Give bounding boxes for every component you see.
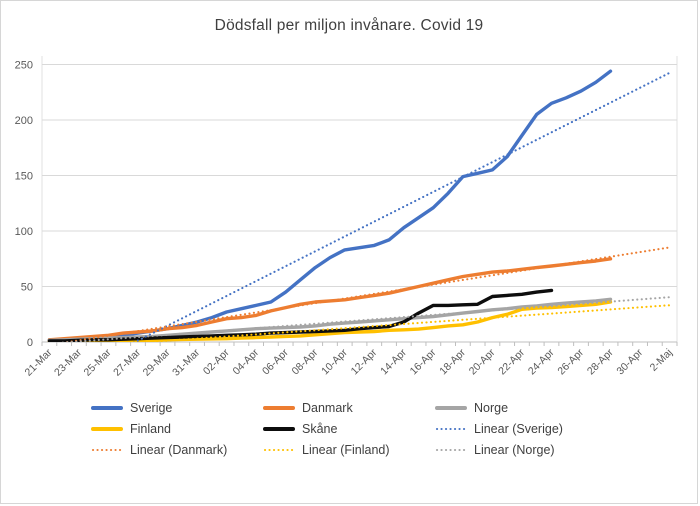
series-line-finland [47, 300, 613, 342]
y-axis-label-100: 100 [15, 226, 33, 238]
legend-label: Danmark [302, 401, 353, 415]
trendline-sverige [132, 71, 671, 342]
legend-item-linear-sverige: Linear (Sverige) [435, 422, 607, 436]
x-axis-label: 28-Apr [585, 346, 616, 377]
x-axis-label: 22-Apr [496, 346, 527, 377]
legend-marker-solid [263, 406, 295, 410]
legend-item-sk-ne: Skåne [263, 422, 435, 436]
x-axis-label: 18-Apr [437, 346, 468, 377]
y-axis-label-200: 200 [15, 115, 33, 127]
legend-marker-dotted [91, 448, 123, 452]
y-axis-label-50: 50 [21, 282, 33, 294]
legend-marker-dotted [435, 427, 467, 431]
x-axis-label: 14-Apr [378, 346, 409, 377]
chart-legend: Sverige Danmark Norge Finland Skåne Linear (S… [1, 401, 697, 457]
legend-label: Skåne [302, 422, 338, 436]
legend-label: Linear (Norge) [474, 443, 555, 457]
legend-row: Sverige Danmark Norge [91, 401, 607, 415]
trendline-finland [133, 304, 671, 342]
legend-row: Finland Skåne Linear (Sverige) [91, 422, 607, 436]
x-axis-label: 2-Maj [648, 347, 675, 374]
x-axis-label: 08-Apr [290, 346, 321, 377]
x-axis-label: 26-Apr [555, 346, 586, 377]
x-axis-label: 10-Apr [319, 346, 350, 377]
legend-item-linear-finland: Linear (Finland) [263, 443, 435, 457]
x-axis-label: 21-Mar [22, 346, 54, 378]
legend-marker-dotted [435, 448, 467, 452]
x-axis-label: 29-Mar [141, 346, 173, 378]
x-axis-label: 24-Apr [526, 346, 557, 377]
legend-marker-dotted [263, 448, 295, 452]
legend-marker-solid [91, 427, 123, 431]
legend-marker-solid [91, 406, 123, 410]
legend-item-sverige: Sverige [91, 401, 263, 415]
trendline-danmark [61, 246, 671, 342]
legend-label: Linear (Finland) [302, 443, 390, 457]
legend-item-norge: Norge [435, 401, 607, 415]
x-axis-label: 31-Mar [170, 346, 202, 378]
legend-item-linear-danmark: Linear (Danmark) [91, 443, 263, 457]
x-axis-label: 25-Mar [82, 346, 114, 378]
legend-label: Norge [474, 401, 509, 415]
x-axis-label: 02-Apr [201, 346, 232, 377]
legend-label: Finland [130, 422, 171, 436]
legend-item-danmark: Danmark [263, 401, 435, 415]
x-axis-label: 30-Apr [614, 346, 645, 377]
legend-marker-solid [435, 406, 467, 410]
legend-marker-solid [263, 427, 295, 431]
x-axis-label: 23-Mar [52, 346, 84, 378]
trendline-norge [57, 296, 671, 342]
legend-row: Linear (Danmark) Linear (Finland) Linear (… [91, 443, 607, 457]
x-axis-label: 04-Apr [230, 346, 261, 377]
y-axis-label-150: 150 [15, 171, 33, 183]
x-axis-label: 06-Apr [260, 346, 291, 377]
legend-label: Sverige [130, 401, 173, 415]
x-axis-label: 27-Mar [111, 346, 143, 378]
legend-label: Linear (Danmark) [130, 443, 228, 457]
y-axis-label-0: 0 [27, 337, 33, 349]
chart-title: Dödsfall per miljon invånare. Covid 19 [214, 17, 484, 34]
x-axis-label: 20-Apr [467, 346, 498, 377]
x-axis-label: 16-Apr [408, 346, 439, 377]
y-axis-label-250: 250 [15, 60, 33, 72]
legend-item-linear-norge: Linear (Norge) [435, 443, 607, 457]
legend-label: Linear (Sverige) [474, 422, 563, 436]
x-axis-label: 12-Apr [349, 346, 380, 377]
legend-item-finland: Finland [91, 422, 263, 436]
series-line-danmark [47, 257, 613, 342]
